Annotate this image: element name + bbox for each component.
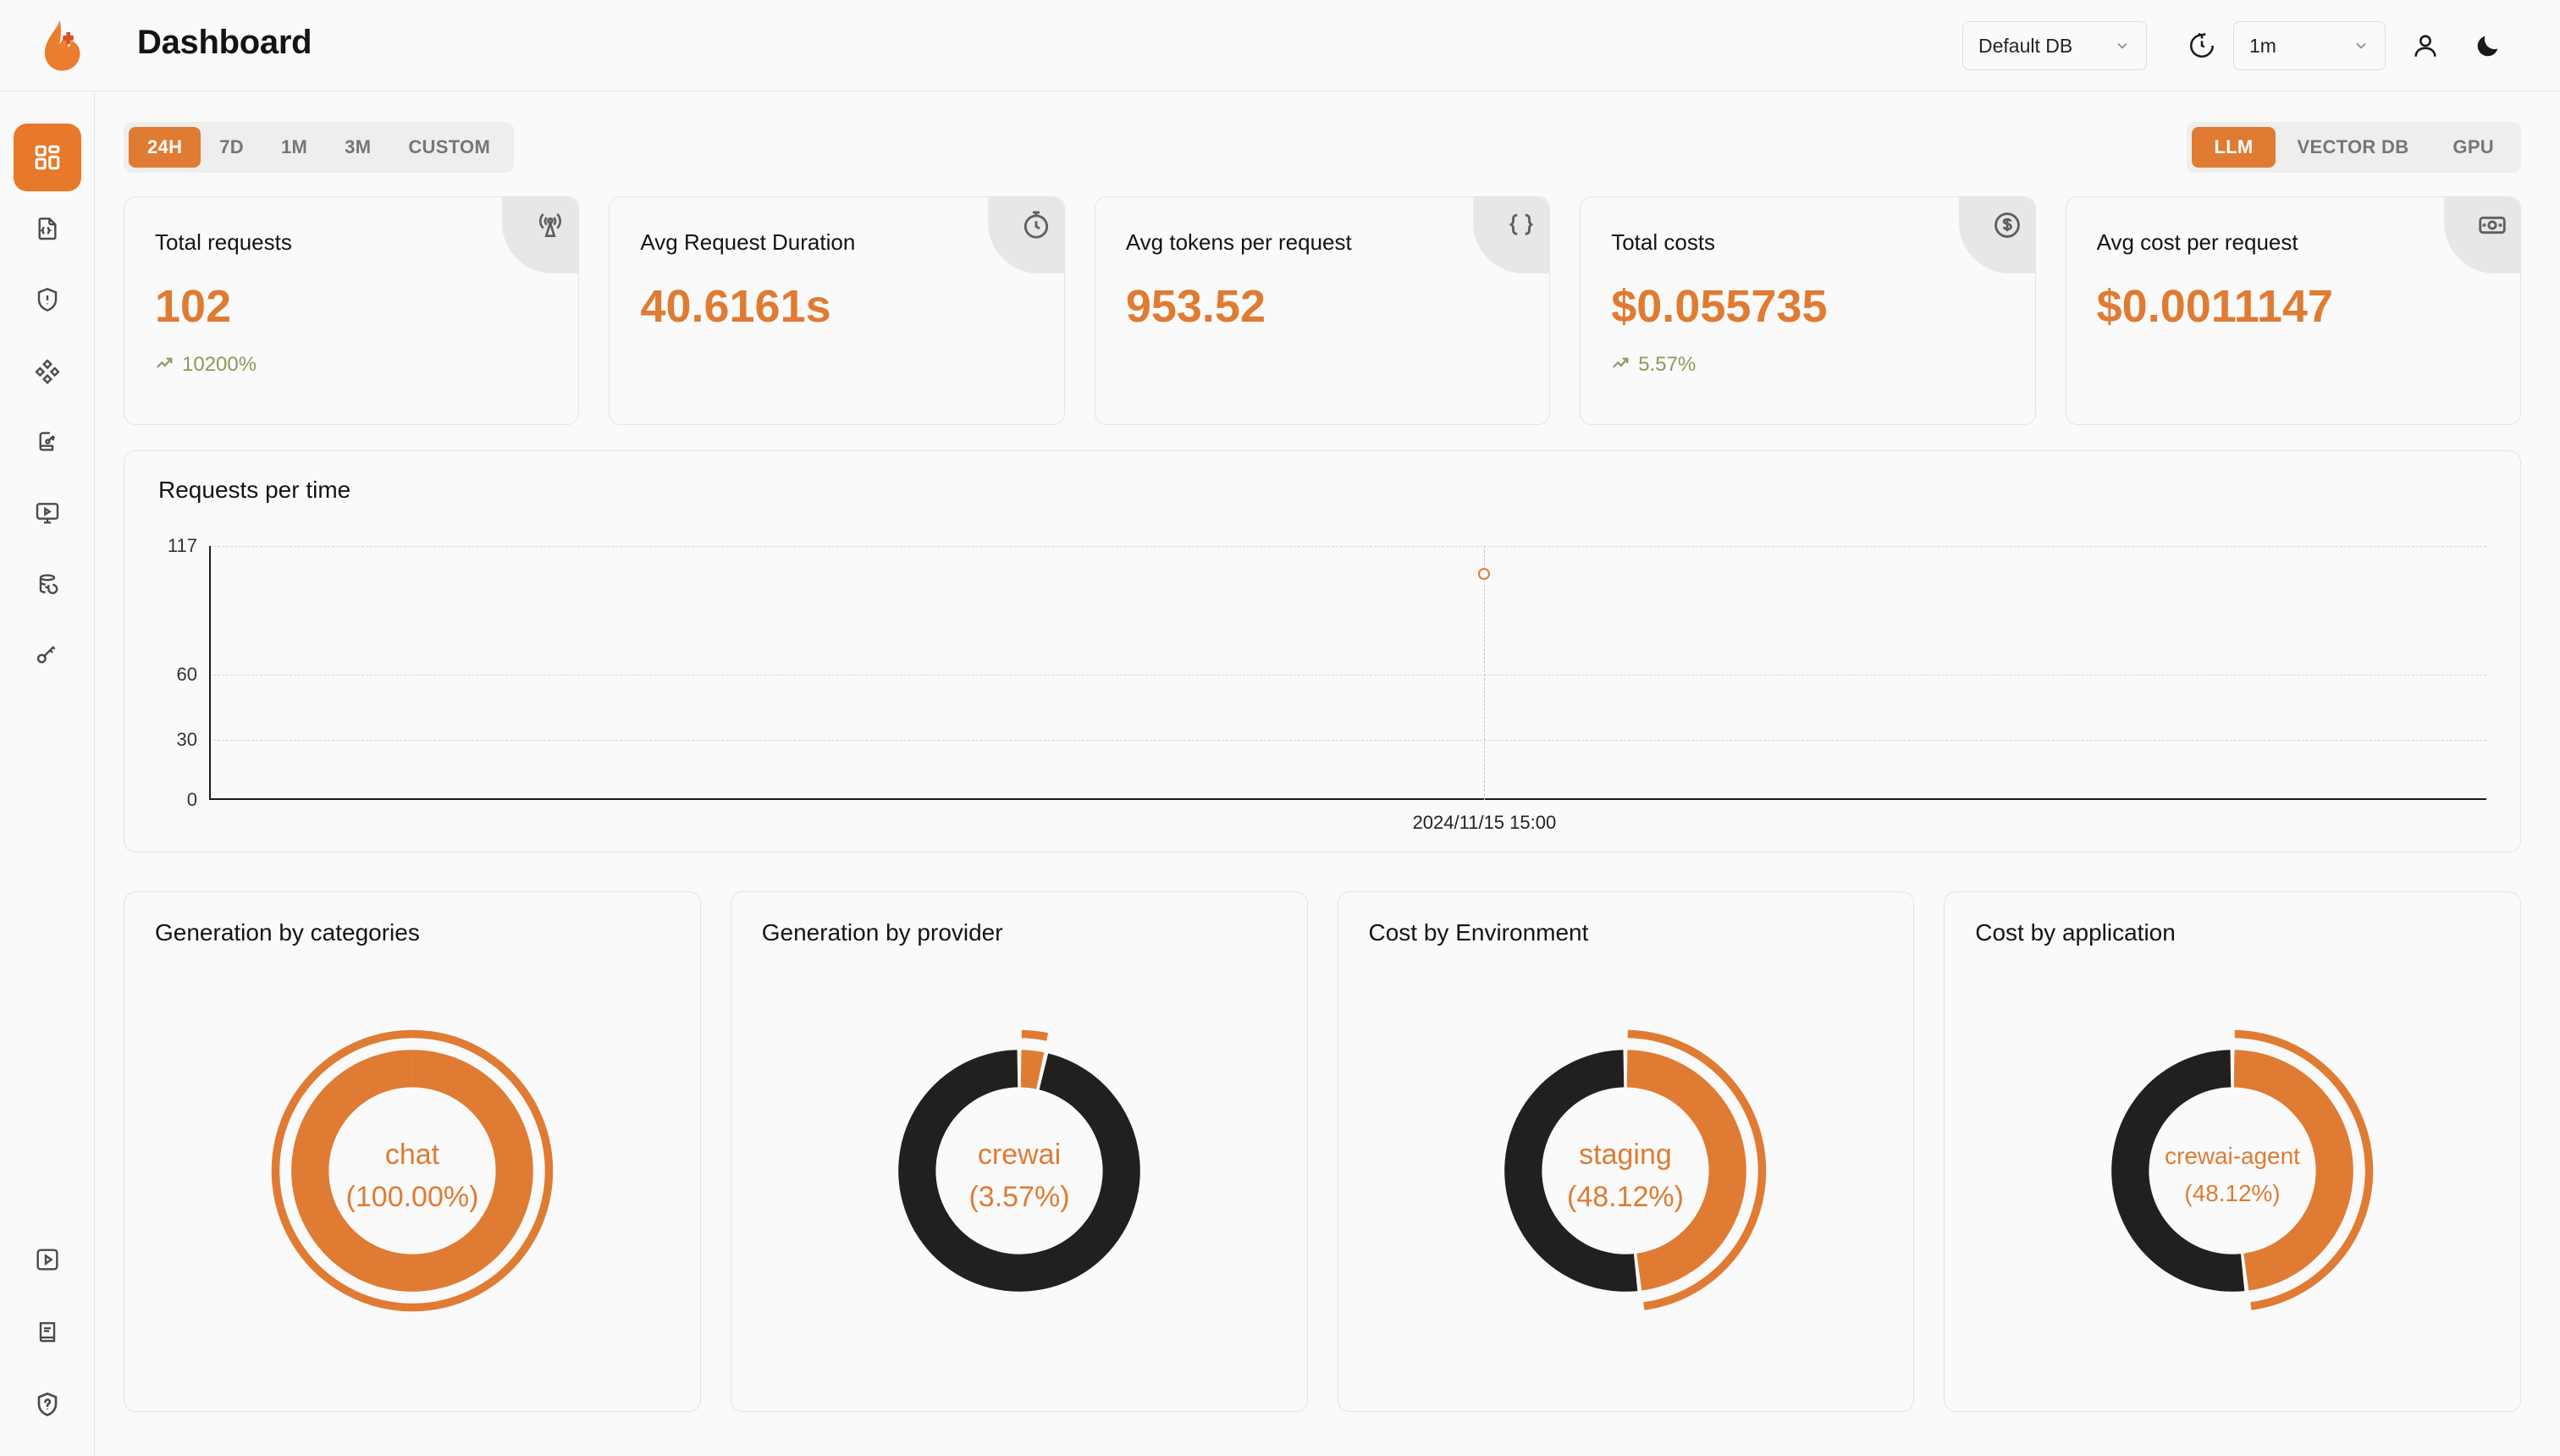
svg-text:staging: staging bbox=[1580, 1139, 1673, 1171]
svg-text:(3.57%): (3.57%) bbox=[968, 1181, 1069, 1213]
svg-text:crewai: crewai bbox=[978, 1139, 1061, 1171]
svg-text:chat: chat bbox=[385, 1139, 440, 1171]
svg-text:(48.12%): (48.12%) bbox=[1567, 1181, 1684, 1213]
svg-text:(100.00%): (100.00%) bbox=[345, 1181, 478, 1213]
svg-text:crewai-agent: crewai-agent bbox=[2165, 1143, 2300, 1169]
svg-text:(48.12%): (48.12%) bbox=[2185, 1180, 2281, 1206]
